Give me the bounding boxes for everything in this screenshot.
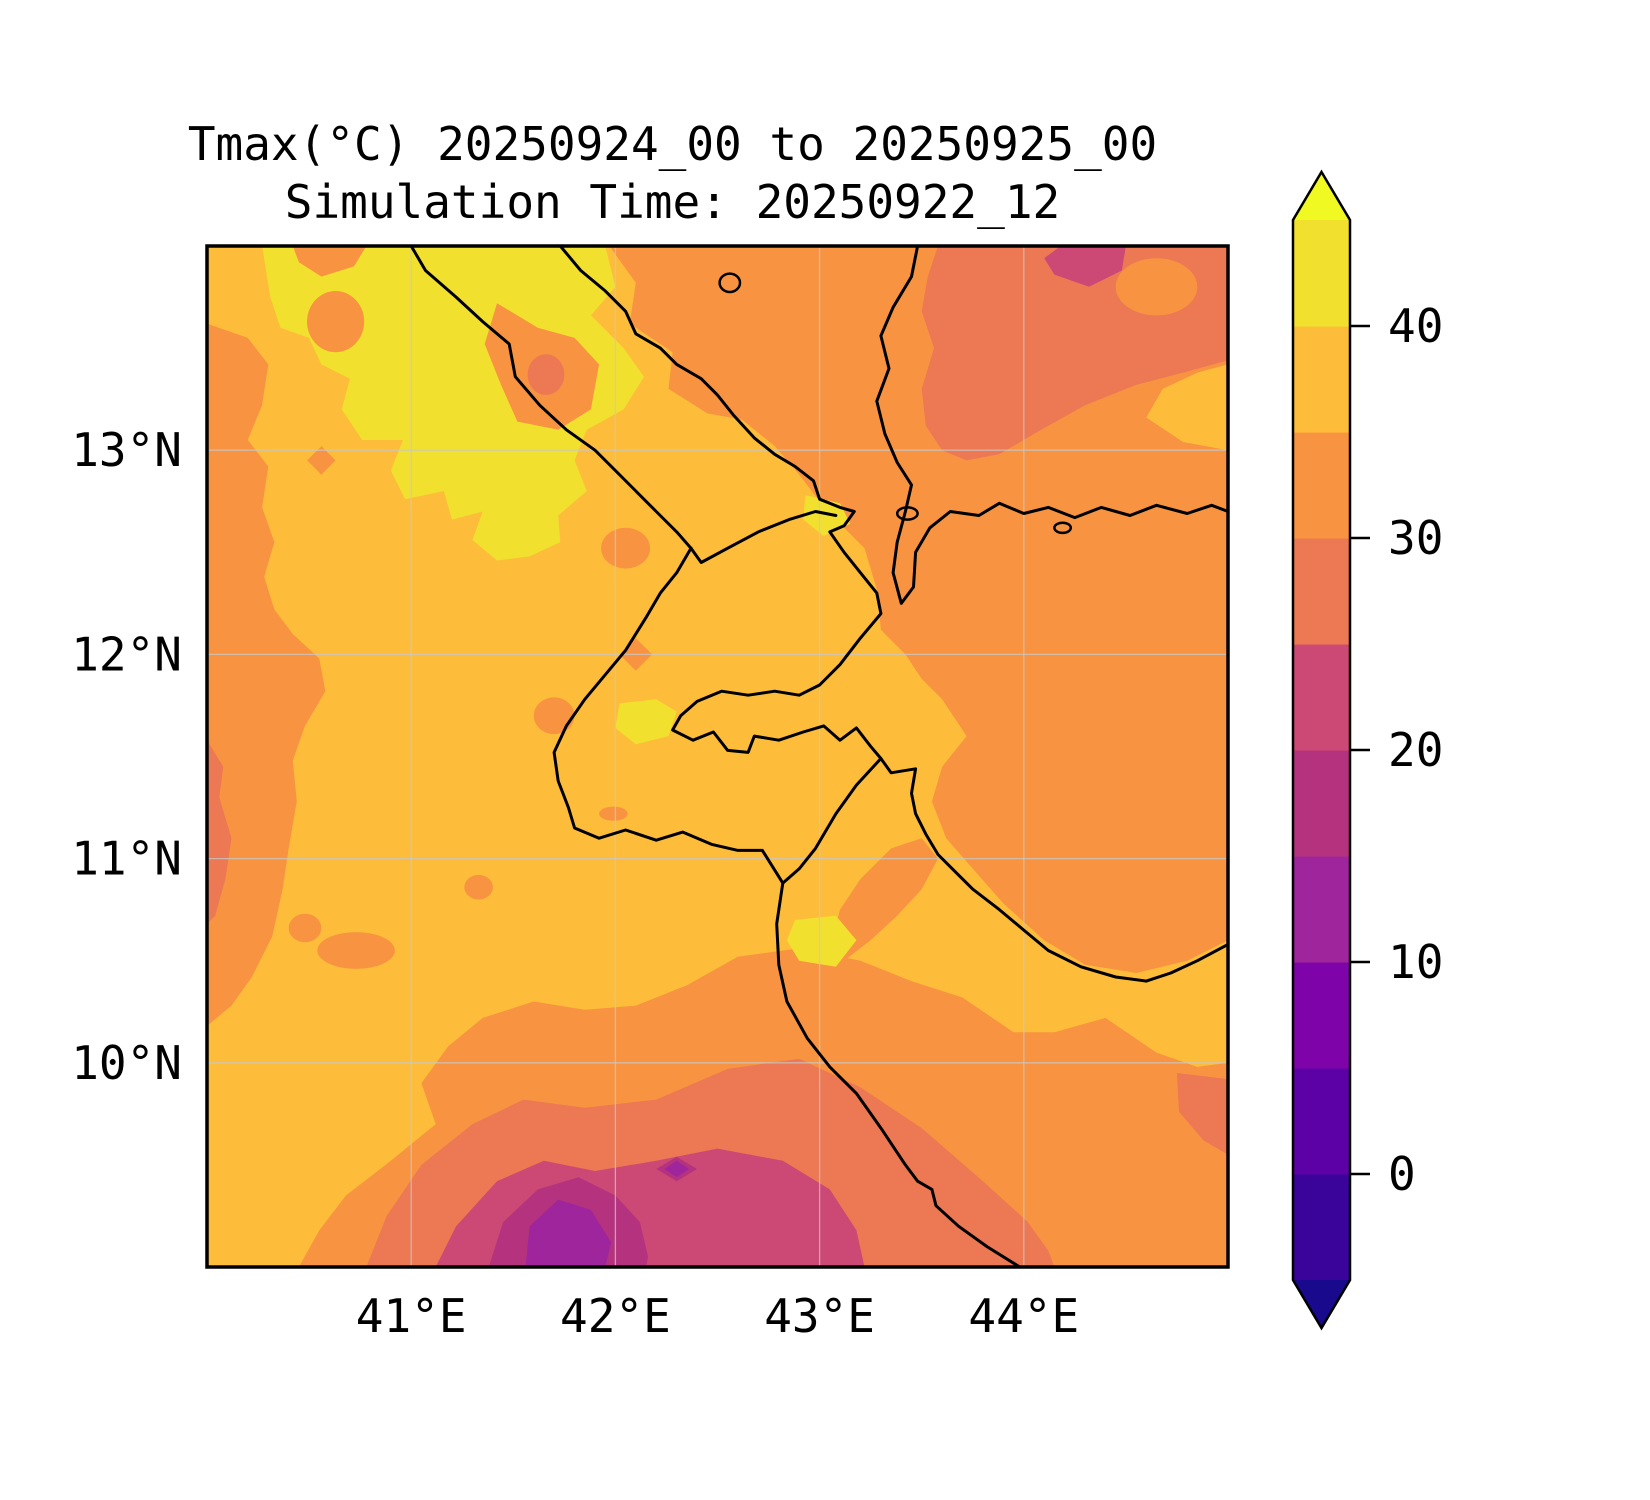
- colorbar-under-arrow: [1293, 1280, 1350, 1328]
- region-yemen-cool-spot: [1044, 246, 1126, 287]
- x-tick-label: 42°E: [560, 1289, 671, 1343]
- colorbar-tick-label: 20: [1388, 723, 1443, 777]
- map-frame: [205, 244, 1230, 1269]
- colorbar-outline: [1291, 169, 1352, 1331]
- chart-subtitle: Simulation Time: 20250922_12: [284, 175, 1061, 229]
- colorbar-over-arrow: [1293, 172, 1350, 220]
- y-tick-label: 10°N: [71, 1036, 182, 1090]
- colorbar-segment: [1293, 220, 1350, 327]
- eritrea-ethiopia-border: [409, 246, 693, 550]
- y-tick-label: 13°N: [71, 423, 182, 477]
- djibouti-somaliland-border: [781, 757, 883, 885]
- region-yellow-hole-orange: [307, 291, 365, 353]
- colorbar-segment: [1293, 750, 1350, 857]
- colorbar-segment: [1293, 538, 1350, 645]
- region-gulf-head-hot-spot: [615, 699, 677, 745]
- colorbar-tick-label: 0: [1388, 1147, 1416, 1201]
- region-yemen-orange-hole: [1115, 258, 1198, 316]
- region-west-orange-band: [207, 323, 326, 1027]
- red-sea-islet: [718, 272, 742, 294]
- y-tick-label: 11°N: [71, 832, 182, 886]
- yemen-coastline: [875, 246, 1228, 605]
- perim-island: [895, 506, 919, 521]
- region-zeila-hot-spot: [786, 915, 857, 967]
- colorbar-segment: [1293, 1068, 1350, 1175]
- region-small-cool-diamond-inner: [664, 1160, 689, 1178]
- eritrea-djibouti-border: [689, 510, 838, 564]
- region-highland-cold-core: [525, 1199, 612, 1267]
- ethiopia-djibouti-border: [552, 546, 785, 885]
- region-danakil-salmon-spot: [527, 354, 565, 395]
- region-southeast-coastal-orange: [829, 838, 938, 961]
- colorbar-segment: [1293, 856, 1350, 963]
- colorbar-segment: [1293, 644, 1350, 751]
- region-small-orange-diamond-3: [307, 446, 336, 475]
- x-tick-label: 43°E: [764, 1289, 875, 1343]
- region-small-orange-spot-5: [317, 932, 395, 969]
- region-small-orange-spot-6: [464, 874, 493, 900]
- red-sea-gulf-coastline: [558, 246, 1228, 983]
- colorbar-segment: [1293, 962, 1350, 1069]
- region-yemen-warm-edge-patch: [1146, 364, 1228, 451]
- colorbar-segment: [1293, 432, 1350, 539]
- region-small-orange-dash-7: [599, 806, 628, 821]
- x-tick-label: 44°E: [968, 1289, 1079, 1343]
- region-small-orange-spot-2: [533, 697, 575, 735]
- colorbar-tick-label: 10: [1388, 935, 1443, 989]
- y-tick-label: 12°N: [71, 627, 182, 681]
- ethiopia-somaliland-border: [775, 881, 1022, 1267]
- region-west-edge-salmon-strip: [207, 740, 232, 924]
- colorbar-tick-label: 30: [1388, 511, 1443, 565]
- chart-title: Tmax(°C) 20250924_00 to 20250925_00: [187, 117, 1158, 171]
- colorbar-segment: [1293, 326, 1350, 433]
- colorbar-segment: [1293, 1174, 1350, 1281]
- region-top-notch-orange: [292, 246, 367, 277]
- aden-islet: [1053, 521, 1073, 535]
- region-tripoint-orange-spot: [601, 527, 651, 569]
- region-small-orange-spot-4: [288, 913, 322, 943]
- region-corner-salmon-patch: [1176, 1073, 1228, 1155]
- colorbar-tick-label: 40: [1388, 299, 1443, 353]
- x-tick-label: 41°E: [356, 1289, 467, 1343]
- region-northeast-sea-orange: [609, 246, 1228, 973]
